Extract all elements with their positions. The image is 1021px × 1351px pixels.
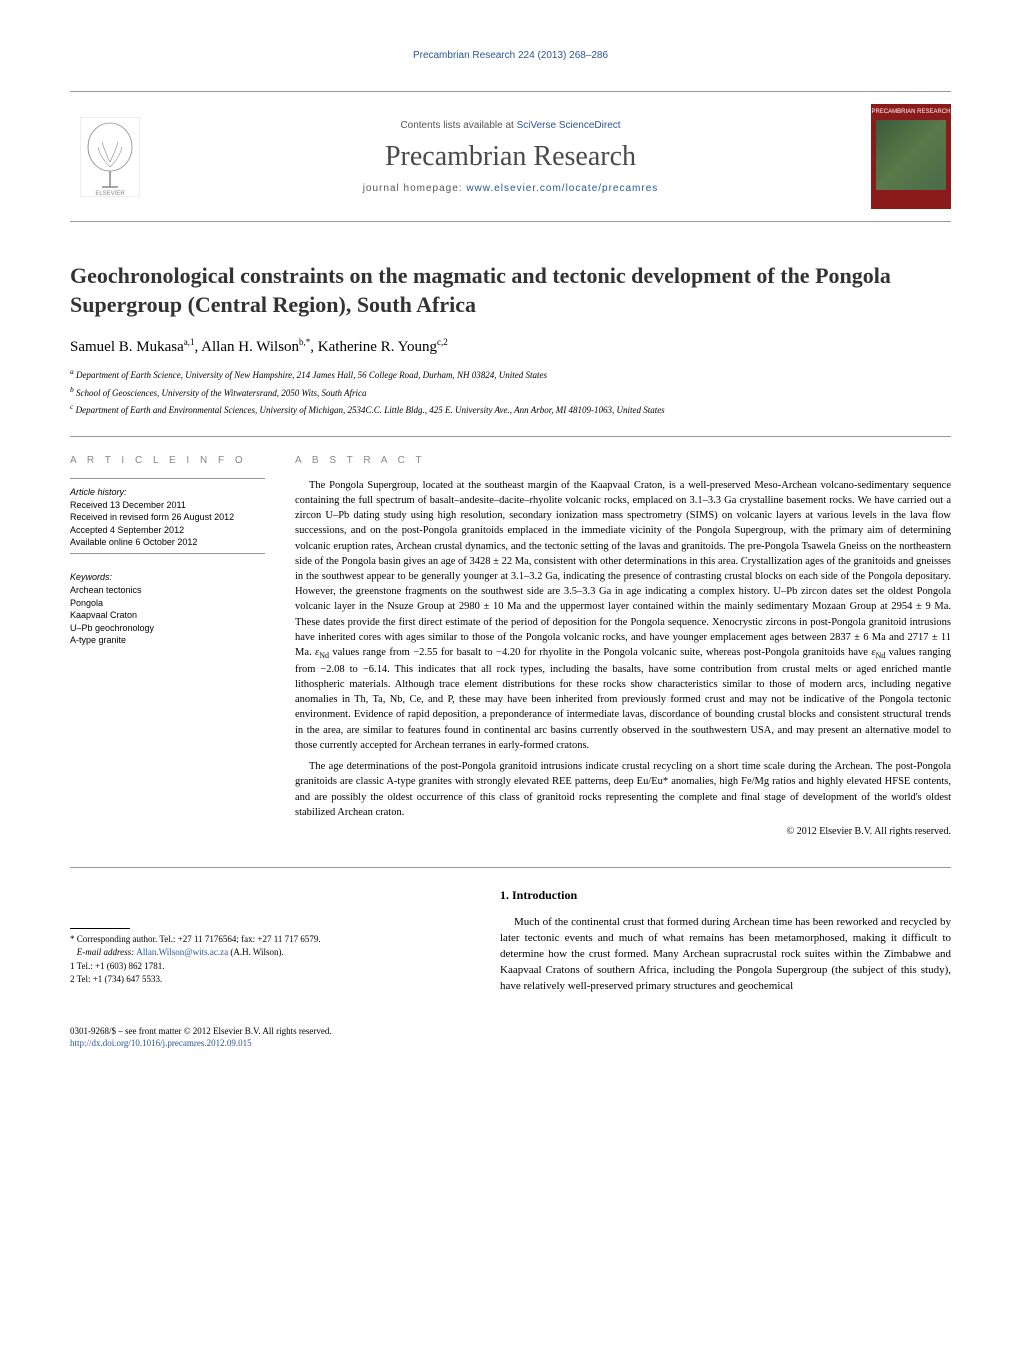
email-link[interactable]: Allan.Wilson@wits.ac.za	[136, 947, 228, 957]
contents-prefix: Contents lists available at	[400, 120, 516, 131]
keyword-item: Archean tectonics	[70, 584, 265, 597]
contents-line: Contents lists available at SciVerse Sci…	[150, 120, 871, 131]
doi-link[interactable]: http://dx.doi.org/10.1016/j.precamres.20…	[70, 1038, 252, 1048]
issn-line: 0301-9268/$ – see front matter © 2012 El…	[70, 1025, 951, 1038]
email-label: E-mail address:	[77, 947, 137, 957]
affiliation-line: b School of Geosciences, University of t…	[70, 384, 951, 401]
footnote-2: 2 Tel: +1 (734) 647 5533.	[70, 973, 470, 987]
email-suffix: (A.H. Wilson).	[228, 947, 284, 957]
running-header: Precambrian Research 224 (2013) 268–286	[70, 50, 951, 61]
abstract-paragraph: The age determinations of the post-Pongo…	[295, 759, 951, 820]
history-label: Article history:	[70, 487, 265, 497]
history-item: Accepted 4 September 2012	[70, 524, 265, 537]
homepage-link[interactable]: www.elsevier.com/locate/precamres	[466, 183, 658, 194]
elsevier-logo: ELSEVIER	[70, 112, 150, 202]
intro-text: Much of the continental crust that forme…	[500, 915, 951, 995]
homepage-prefix: journal homepage:	[363, 183, 467, 194]
keyword-item: U–Pb geochronology	[70, 622, 265, 635]
journal-cover-thumb: PRECAMBRIAN RESEARCH	[871, 104, 951, 209]
meta-rule-2	[70, 553, 265, 554]
footnote-rule	[70, 928, 130, 929]
abstract-paragraph: The Pongola Supergroup, located at the s…	[295, 478, 951, 753]
journal-masthead: ELSEVIER Contents lists available at Sci…	[70, 91, 951, 222]
authors-line: Samuel B. Mukasaa,1, Allan H. Wilsonb,*,…	[70, 337, 951, 356]
abstract-copyright: © 2012 Elsevier B.V. All rights reserved…	[295, 826, 951, 837]
cover-title: PRECAMBRIAN RESEARCH	[871, 109, 950, 115]
affiliations: a Department of Earth Science, Universit…	[70, 366, 951, 418]
keywords-label: Keywords:	[70, 572, 265, 582]
journal-name: Precambrian Research	[150, 141, 871, 173]
scidirect-link[interactable]: SciVerse ScienceDirect	[517, 120, 621, 131]
cover-image	[876, 120, 946, 190]
corresponding-footnote: * Corresponding author. Tel.: +27 11 717…	[70, 933, 470, 947]
keyword-item: A-type granite	[70, 634, 265, 647]
page-footer: 0301-9268/$ – see front matter © 2012 El…	[70, 1025, 951, 1050]
article-title: Geochronological constraints on the magm…	[70, 262, 951, 319]
email-footnote: E-mail address: Allan.Wilson@wits.ac.za …	[70, 946, 470, 960]
keyword-item: Pongola	[70, 597, 265, 610]
article-info-column: A R T I C L E I N F O Article history: R…	[70, 455, 265, 837]
footnotes-block: * Corresponding author. Tel.: +27 11 717…	[70, 868, 470, 995]
svg-text:ELSEVIER: ELSEVIER	[95, 191, 125, 197]
keyword-item: Kaapvaal Craton	[70, 609, 265, 622]
abstract-text: The Pongola Supergroup, located at the s…	[295, 478, 951, 820]
introduction-column: 1. Introduction Much of the continental …	[500, 868, 951, 995]
footnote-1: 1 Tel.: +1 (603) 862 1781.	[70, 960, 470, 974]
intro-heading: 1. Introduction	[500, 888, 951, 903]
history-item: Available online 6 October 2012	[70, 536, 265, 549]
elsevier-tree-icon: ELSEVIER	[80, 117, 140, 197]
homepage-line: journal homepage: www.elsevier.com/locat…	[150, 183, 871, 194]
affiliation-line: c Department of Earth and Environmental …	[70, 401, 951, 418]
affiliation-line: a Department of Earth Science, Universit…	[70, 366, 951, 383]
history-item: Received 13 December 2011	[70, 499, 265, 512]
abstract-heading: A B S T R A C T	[295, 455, 951, 466]
meta-rule	[70, 478, 265, 479]
article-info-heading: A R T I C L E I N F O	[70, 455, 265, 466]
abstract-column: A B S T R A C T The Pongola Supergroup, …	[295, 455, 951, 837]
history-item: Received in revised form 26 August 2012	[70, 511, 265, 524]
